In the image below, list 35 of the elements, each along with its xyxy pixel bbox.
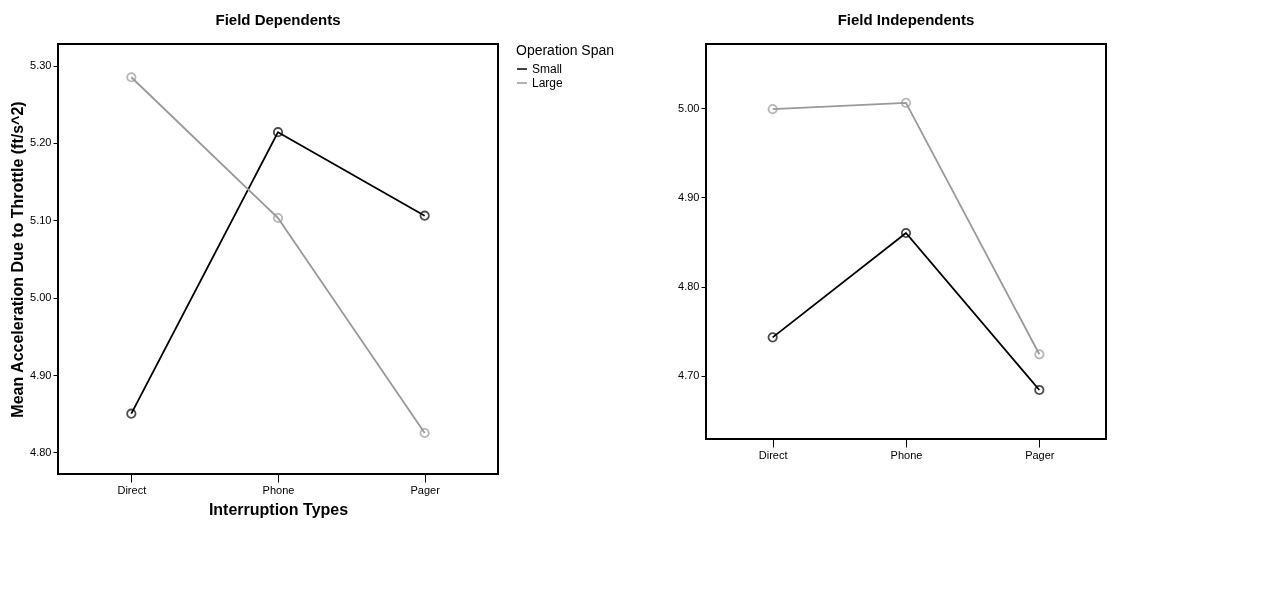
y-tick-label: 4.70 xyxy=(678,369,700,382)
point xyxy=(126,72,137,83)
point xyxy=(126,408,137,419)
chart-title: Field Dependents xyxy=(215,11,341,28)
point xyxy=(900,227,912,239)
x-tick-label: Pager xyxy=(410,483,441,496)
chart-title: Field Independents xyxy=(837,11,975,28)
x-tick-label: Pager xyxy=(1025,448,1055,461)
y-tick-label: 4.90 xyxy=(30,368,52,381)
y-tick-label: 5.10 xyxy=(30,213,52,226)
point xyxy=(900,97,912,108)
y-tick-label: 4.80 xyxy=(30,445,52,458)
legend-title: Operation Span xyxy=(516,42,615,58)
x-tick-label: Phone xyxy=(890,448,923,461)
y-tick-label: 4.90 xyxy=(678,190,700,203)
point xyxy=(419,210,430,221)
x-axis-title: Interruption Types xyxy=(208,500,349,518)
x-tick-label: Direct xyxy=(117,483,147,496)
point xyxy=(272,212,284,224)
point xyxy=(767,332,778,343)
point xyxy=(1034,384,1045,396)
point xyxy=(1034,349,1045,360)
y-tick-label: 5.00 xyxy=(30,291,52,304)
y-tick-label: 5.00 xyxy=(678,101,700,114)
x-tick-label: Phone xyxy=(262,483,295,496)
point xyxy=(419,427,430,439)
legend-label: Small xyxy=(532,62,563,76)
legend-label: Large xyxy=(532,76,564,90)
x-tick-label: Direct xyxy=(758,448,788,461)
y-tick-label: 4.80 xyxy=(678,280,700,293)
y-tick-label: 5.20 xyxy=(30,136,52,149)
point xyxy=(272,127,284,138)
y-tick-label: 5.30 xyxy=(30,59,52,72)
point xyxy=(767,104,778,115)
y-axis-title: Mean Acceleration Due to Throttle (ft/s^2) xyxy=(9,101,27,418)
